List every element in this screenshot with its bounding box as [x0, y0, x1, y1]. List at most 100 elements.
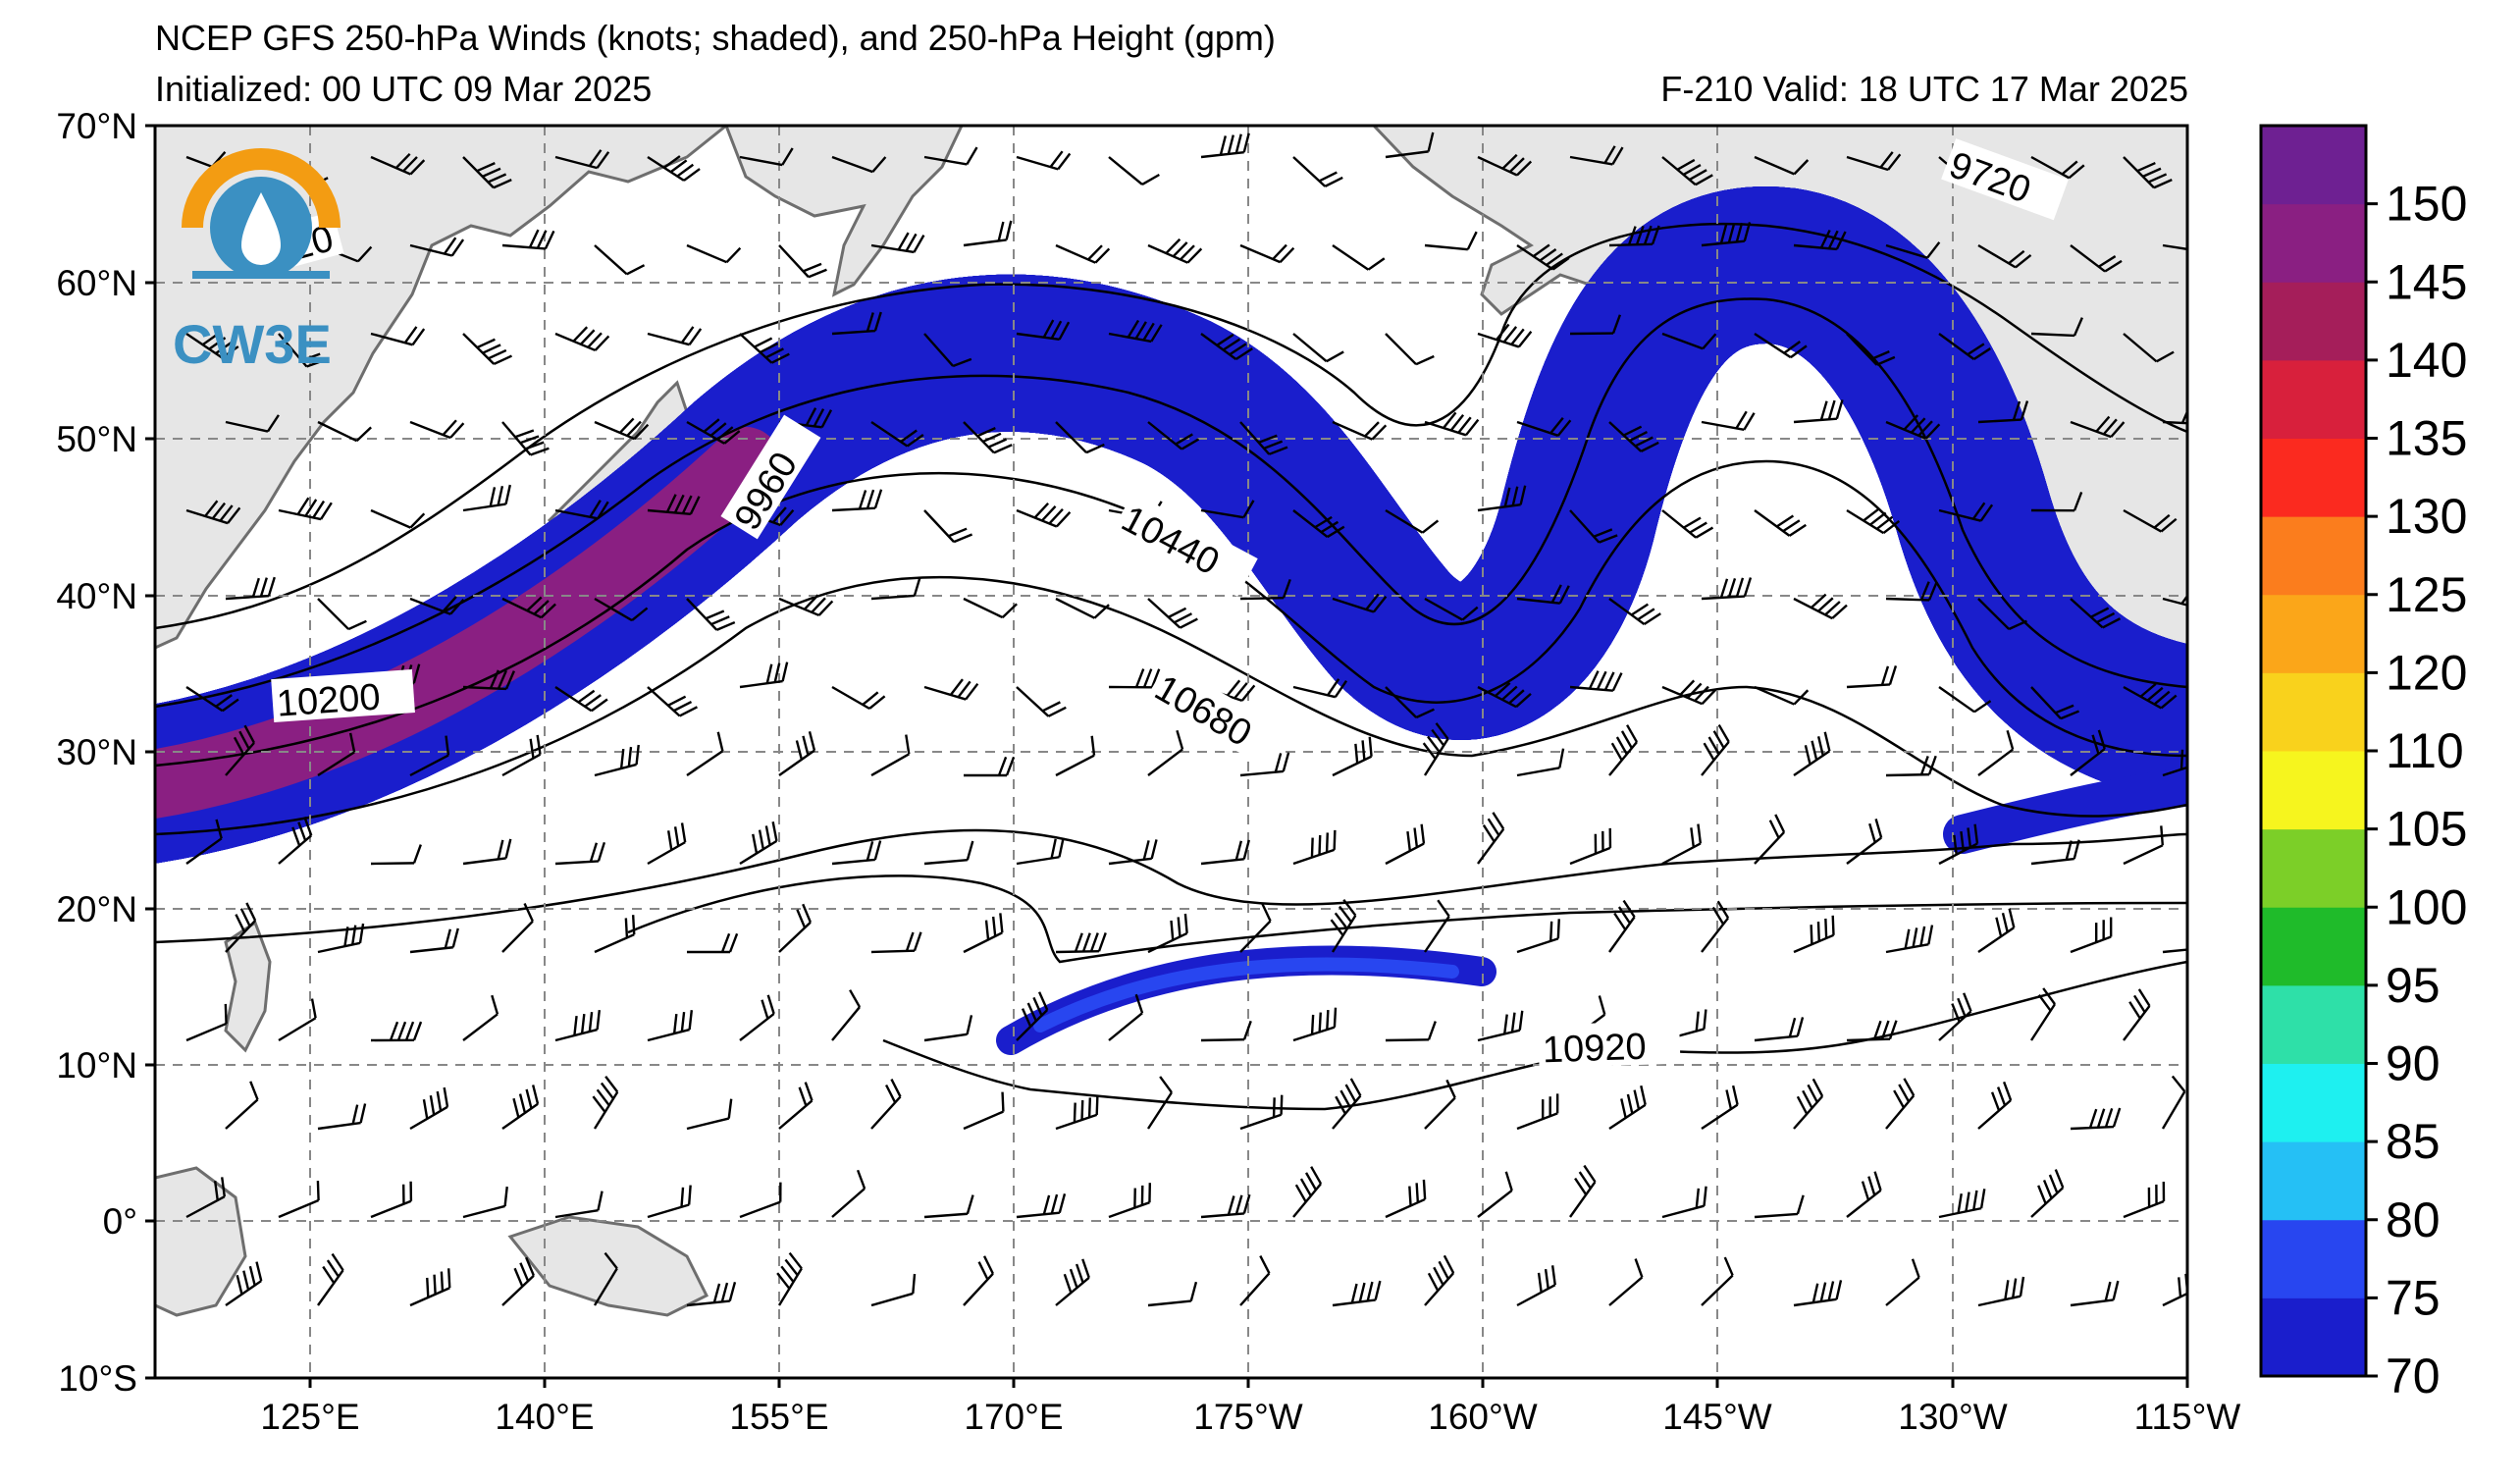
- wind-barb: [278, 998, 317, 1042]
- borneo-indonesia: [155, 1166, 247, 1317]
- wind-barb: [963, 1255, 994, 1306]
- wind-barb: [1846, 333, 1896, 366]
- colorbar-tick-label: 135: [2386, 411, 2467, 466]
- wind-barb: [923, 1194, 974, 1219]
- wind-barb: [2162, 749, 2187, 777]
- wind-barb: [1292, 829, 1337, 866]
- wind-barb: [1108, 839, 1158, 866]
- wind-barb: [1977, 400, 2029, 424]
- wind-barb: [1846, 665, 1898, 689]
- colorbar-segment: [2261, 126, 2366, 205]
- wind-barb: [278, 497, 333, 521]
- wind-barb: [870, 1273, 917, 1307]
- wind-barb: [1661, 1186, 1707, 1219]
- wind-barb: [1569, 145, 1624, 166]
- colorbar-segment: [2261, 359, 2366, 439]
- wind-barb: [1055, 421, 1105, 454]
- wind-barb: [1200, 839, 1250, 866]
- wind-barb: [1608, 421, 1659, 452]
- wind-barb: [1608, 1085, 1647, 1131]
- wind-barb: [778, 903, 813, 953]
- wind-barb: [554, 500, 609, 520]
- wind-barb: [594, 915, 636, 954]
- wind-speed-shading: [155, 186, 2187, 1055]
- wind-barb: [1977, 1276, 2025, 1307]
- colorbar-segment: [2261, 1141, 2366, 1221]
- wind-barb: [2070, 729, 2106, 776]
- colorbar-tick-label: 90: [2386, 1036, 2441, 1091]
- wind-barb: [1516, 584, 1570, 605]
- wind-barb: [1108, 156, 1160, 185]
- wind-barb: [278, 817, 313, 865]
- wind-barb: [317, 1103, 367, 1131]
- wind-barb: [923, 146, 978, 166]
- wind-barb: [185, 685, 239, 713]
- wind-barb: [1885, 1258, 1920, 1306]
- jet-east-branch: [1943, 767, 2187, 854]
- wind-barb: [647, 326, 703, 346]
- wind-barb: [1385, 508, 1440, 534]
- wind-barb: [501, 421, 550, 456]
- colorbar-segment: [2261, 203, 2366, 283]
- wind-barb: [2123, 156, 2173, 189]
- wind-barb: [686, 1281, 737, 1307]
- wind-barb: [831, 840, 882, 866]
- wind-barb: [1661, 509, 1714, 539]
- wind-barb: [2162, 243, 2187, 251]
- wind-barb: [739, 1182, 782, 1219]
- wind-barb: [870, 421, 924, 448]
- wind-barb: [2030, 317, 2083, 338]
- wind-barb: [370, 1181, 413, 1219]
- colorbar-segment: [2261, 1219, 2366, 1298]
- colorbar-tick-label: 70: [2386, 1349, 2441, 1404]
- wind-barb: [317, 598, 367, 631]
- wind-barb: [831, 155, 887, 174]
- wind-barb: [1330, 899, 1357, 953]
- wind-barb: [317, 1252, 344, 1306]
- wind-barb: [1016, 150, 1072, 171]
- wind-barb: [1385, 823, 1426, 866]
- wind-barb: [1885, 414, 1941, 440]
- wind-barb: [2123, 825, 2165, 866]
- wind-barb: [594, 417, 650, 441]
- wind-barb: [1292, 333, 1344, 363]
- wind-barb: [1793, 1280, 1843, 1307]
- wind-barb: [1608, 1258, 1644, 1306]
- wind-barb: [501, 1256, 536, 1306]
- wind-barb: [1292, 678, 1348, 699]
- wind-barb: [1701, 222, 1752, 247]
- wind-barb: [370, 844, 422, 866]
- colorbar-tick-label: 145: [2386, 254, 2467, 309]
- wind-barb: [686, 1098, 733, 1131]
- lat-label: 40°N: [56, 576, 137, 616]
- philippines: [224, 920, 272, 1053]
- colorbar-tick-label: 85: [2386, 1114, 2441, 1169]
- colorbar-segment: [2261, 594, 2366, 673]
- wind-barb: [1661, 823, 1703, 866]
- axis-ticks: [145, 124, 2189, 1388]
- wind-barb: [1108, 668, 1161, 689]
- wind-barb: [1701, 1085, 1739, 1130]
- wind-barb: [686, 243, 742, 264]
- wind-barb: [647, 155, 701, 182]
- wind-barb: [778, 244, 827, 279]
- wind-barb: [1332, 593, 1388, 613]
- wind-barb: [963, 1091, 1005, 1131]
- wind-barb: [2123, 333, 2175, 363]
- wind-barb: [963, 756, 1016, 777]
- wind-barb: [1385, 1179, 1427, 1219]
- wind-barb: [2123, 1182, 2166, 1219]
- wind-barb: [1885, 581, 1938, 602]
- colorbar-segment: [2261, 828, 2366, 908]
- wind-barb: [647, 822, 687, 866]
- wind-barb: [317, 420, 372, 443]
- wind-barb: [462, 994, 499, 1041]
- wind-barb: [963, 597, 1018, 619]
- wind-barb: [1239, 752, 1290, 777]
- wind-barb: [501, 229, 555, 250]
- wind-barb: [1846, 1171, 1882, 1218]
- logo-sun-arc: [182, 148, 341, 229]
- contour-label: 10200: [276, 676, 382, 724]
- colorbar-tick-label: 100: [2386, 879, 2467, 934]
